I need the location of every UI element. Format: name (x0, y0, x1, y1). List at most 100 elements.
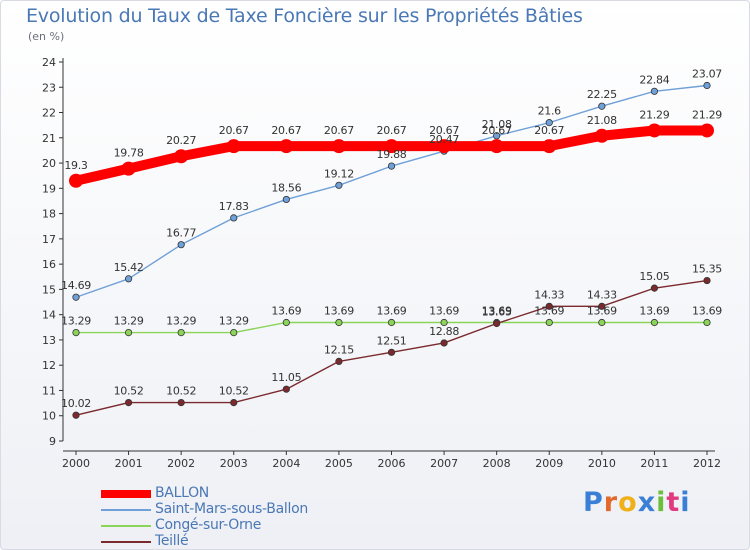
data-point (545, 302, 553, 310)
data-label: 13.69 (429, 304, 459, 317)
data-point (282, 195, 290, 204)
data-label: 13.29 (219, 315, 249, 328)
y-tick-label: 20 (42, 157, 56, 170)
data-point (493, 319, 501, 328)
x-tick-label: 2008 (483, 457, 511, 470)
data-label: 13.69 (482, 304, 512, 317)
data-label: 21.08 (587, 114, 617, 127)
data-point (279, 139, 294, 154)
data-label: 20.67 (271, 124, 301, 137)
data-label: 19.12 (324, 167, 354, 180)
data-point (387, 318, 396, 327)
data-point (335, 318, 343, 327)
data-label: 10.52 (166, 385, 196, 398)
data-label: 21.29 (639, 108, 669, 121)
data-label: 13.69 (692, 304, 722, 317)
y-tick-label: 18 (42, 208, 56, 221)
data-label: 13.65 (482, 306, 512, 319)
data-label: 13.69 (587, 304, 617, 317)
y-tick-label: 24 (42, 56, 56, 69)
data-point (440, 339, 448, 347)
data-point (598, 318, 606, 327)
data-label: 12.51 (377, 334, 407, 347)
x-tick-label: 2002 (167, 457, 195, 470)
legend-swatch (101, 490, 151, 498)
logo-letter: r (603, 487, 619, 518)
data-label: 13.69 (534, 304, 564, 317)
data-point (598, 102, 606, 110)
data-label: 15.05 (639, 270, 669, 283)
data-point (542, 139, 557, 154)
data-point (703, 276, 711, 285)
data-label: 20.27 (166, 134, 196, 147)
data-point (226, 139, 241, 154)
data-point (545, 318, 553, 327)
x-tick-label: 2012 (693, 457, 721, 470)
data-label: 14.33 (587, 288, 617, 301)
data-point (230, 214, 238, 222)
data-label: 10.52 (114, 385, 144, 398)
data-label: 14.69 (61, 279, 91, 292)
data-point (647, 123, 662, 138)
data-point (230, 329, 238, 337)
y-tick-label: 19 (42, 182, 56, 195)
data-label: 12.15 (324, 343, 354, 356)
data-label: 21.6 (538, 105, 562, 118)
data-point (387, 162, 396, 170)
data-point (331, 139, 346, 154)
data-label: 15.35 (692, 263, 722, 276)
legend-item: Teillé (101, 533, 361, 549)
data-point (282, 318, 290, 327)
data-label: 10.02 (61, 397, 91, 410)
data-label: 11.05 (271, 371, 301, 384)
data-label: 22.25 (587, 88, 617, 101)
data-label: 22.84 (639, 73, 669, 86)
data-point (650, 284, 659, 292)
x-tick-label: 2005 (325, 457, 353, 470)
x-tick-label: 2009 (535, 457, 563, 470)
data-point (700, 123, 714, 138)
data-label: 17.83 (219, 200, 249, 213)
logo-letter: i (656, 487, 667, 518)
y-tick-label: 9 (49, 435, 56, 448)
data-label: 13.29 (61, 315, 91, 328)
data-point (230, 398, 238, 407)
y-tick-label: 23 (42, 81, 56, 94)
data-label: 18.56 (271, 181, 301, 194)
data-point (703, 318, 711, 327)
data-point (177, 329, 185, 337)
data-label: 19.88 (377, 148, 407, 161)
x-tick-label: 2000 (62, 457, 90, 470)
data-point (177, 241, 185, 249)
data-label: 15.42 (114, 261, 144, 274)
data-label: 13.29 (166, 315, 196, 328)
data-label: 10.52 (219, 385, 249, 398)
data-point (174, 149, 189, 164)
legend-label: Teillé (155, 533, 189, 549)
data-label: 20.67 (534, 124, 564, 137)
logo-letter: i (680, 487, 691, 518)
unit-label: (en %) (28, 30, 65, 43)
data-point (594, 128, 609, 143)
legend-item: Saint-Mars-sous-Ballon (101, 501, 361, 517)
y-tick-label: 21 (42, 132, 56, 145)
legend-item: BALLON (101, 485, 361, 501)
y-tick-label: 10 (42, 410, 56, 423)
data-point (489, 139, 504, 154)
data-point (335, 357, 343, 366)
data-point (703, 81, 711, 90)
x-tick-label: 2004 (272, 457, 300, 470)
legend-label: BALLON (155, 485, 209, 501)
data-label: 20.67 (482, 124, 512, 137)
y-tick-label: 17 (42, 233, 56, 246)
y-tick-label: 13 (42, 334, 56, 347)
y-tick-label: 16 (42, 258, 56, 271)
y-tick-label: 14 (42, 309, 56, 322)
data-point (598, 302, 606, 310)
logo-letter: t (666, 487, 681, 518)
data-point (72, 293, 80, 301)
data-point (72, 329, 80, 337)
x-tick-label: 2011 (640, 457, 668, 470)
data-label: 13.69 (324, 304, 354, 317)
legend-label: Saint-Mars-sous-Ballon (155, 501, 308, 517)
